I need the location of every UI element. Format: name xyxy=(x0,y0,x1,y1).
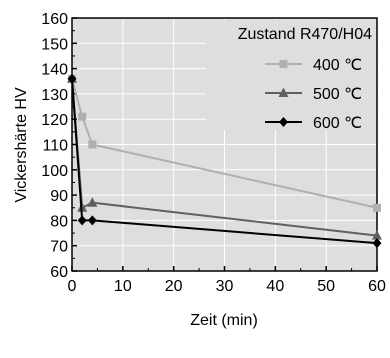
y-tick-label: 150 xyxy=(41,36,68,53)
data-point xyxy=(87,197,98,207)
axes: 60 70 80 90 100 110 120 130 140 150 160 0 10 20 30 40 50… xyxy=(41,11,386,295)
x-tick-label: 0 xyxy=(68,278,77,295)
legend-box xyxy=(206,20,376,130)
x-tick-label: 40 xyxy=(266,278,284,295)
legend-label: 500 ℃ xyxy=(313,86,362,103)
y-tick-label: 110 xyxy=(42,138,68,155)
series-2 xyxy=(67,73,382,249)
x-tick-label: 20 xyxy=(165,278,183,295)
data-point xyxy=(77,215,87,226)
grid-lines xyxy=(72,18,377,271)
series-line xyxy=(71,78,378,245)
x-tick-label: 50 xyxy=(317,278,335,295)
legend: Zustand R470/H04 400 ℃ 500 ℃ 600 ℃ xyxy=(206,20,376,132)
legend-label: 400 ℃ xyxy=(313,57,362,74)
series-line xyxy=(71,78,378,209)
y-tick-label: 60 xyxy=(50,264,68,281)
y-tick-label: 130 xyxy=(41,87,68,104)
x-axis-title: Zeit (min) xyxy=(190,312,258,329)
legend-marker xyxy=(278,87,289,97)
y-tick-label: 70 xyxy=(50,239,68,256)
legend-item-2: 600 ℃ xyxy=(265,115,362,132)
y-tick-label: 90 xyxy=(50,188,68,205)
y-tick-label: 120 xyxy=(41,112,68,129)
y-tick-label: 140 xyxy=(41,62,68,79)
data-point xyxy=(87,215,97,226)
y-axis-title: Vickershärte HV xyxy=(13,87,30,203)
legend-title: Zustand R470/H04 xyxy=(238,26,372,43)
plot-frame xyxy=(71,17,378,272)
data-point xyxy=(67,73,77,84)
data-point xyxy=(372,230,382,240)
legend-label: 600 ℃ xyxy=(313,115,362,132)
data-point xyxy=(78,112,87,121)
y-tick-label: 100 xyxy=(41,163,68,180)
legend-item-0: 400 ℃ xyxy=(265,57,362,74)
y-tick-label: 80 xyxy=(50,213,68,230)
series-layer xyxy=(67,73,382,249)
data-point xyxy=(372,238,382,249)
x-tick-label: 30 xyxy=(216,278,234,295)
x-tick-label: 10 xyxy=(114,278,132,295)
legend-item-1: 500 ℃ xyxy=(265,86,362,103)
data-point xyxy=(88,140,97,149)
x-tick-label: 60 xyxy=(368,278,386,295)
data-point xyxy=(373,203,381,212)
legend-marker xyxy=(279,117,288,127)
y-tick-label: 160 xyxy=(41,11,68,28)
legend-marker xyxy=(279,60,288,68)
